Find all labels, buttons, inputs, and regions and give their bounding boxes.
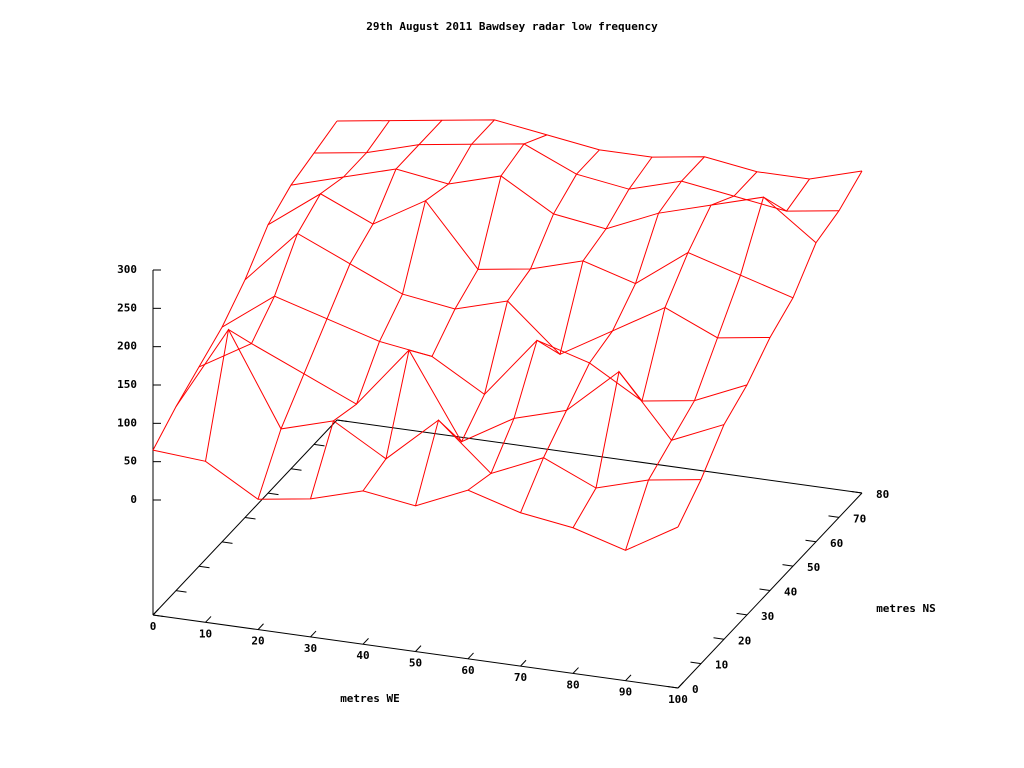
y-tick-label: 10 — [715, 659, 728, 672]
surface-row — [290, 168, 817, 244]
z-tick-label: 0 — [130, 493, 137, 506]
surface-row — [198, 342, 725, 443]
y-tick-label: 70 — [853, 512, 866, 525]
y-tick-label: 60 — [830, 537, 843, 550]
surface-row — [175, 328, 702, 489]
z-tick-label: 250 — [117, 301, 137, 314]
y-tick — [667, 686, 679, 689]
y-tick — [782, 564, 794, 567]
y-tick — [805, 539, 817, 543]
surface-row — [267, 193, 794, 299]
x-tick — [257, 623, 264, 630]
y-tick-label: 30 — [761, 610, 774, 623]
y-tick — [313, 443, 325, 447]
surface-column — [205, 120, 390, 462]
y-tick — [244, 517, 256, 520]
z-tick-label: 150 — [117, 378, 137, 391]
z-tick-label: 300 — [117, 263, 137, 276]
x-tick-label: 40 — [356, 649, 369, 662]
y-tick-label: 80 — [876, 488, 889, 501]
y-tick — [713, 637, 725, 640]
x-tick — [152, 608, 159, 616]
z-tick-label: 50 — [124, 455, 137, 468]
x-tick — [205, 616, 212, 623]
surface-row — [336, 119, 863, 180]
x-tick — [362, 638, 369, 645]
x-tick — [677, 681, 684, 689]
y-tick-label: 40 — [784, 586, 797, 599]
y-tick-label: 50 — [807, 561, 820, 574]
x-tick-label: 20 — [251, 635, 264, 648]
y-tick — [851, 491, 863, 494]
x-tick-label: 60 — [461, 664, 474, 677]
chart-title: 29th August 2011 Bawdsey radar low frequ… — [366, 20, 658, 33]
y-tick — [152, 614, 164, 617]
x-axis-label: metres WE — [340, 692, 400, 705]
x-tick — [415, 645, 422, 652]
z-tick-label: 100 — [117, 416, 137, 429]
x-tick-label: 10 — [199, 627, 212, 640]
surface-row — [152, 449, 679, 551]
x-tick-label: 100 — [668, 693, 688, 706]
surface-column — [415, 149, 600, 506]
x-tick-label: 0 — [150, 620, 157, 633]
y-tick-label: 20 — [738, 634, 751, 647]
surface-column — [310, 119, 495, 500]
surface-column — [362, 134, 548, 492]
surface-column — [677, 170, 863, 528]
surface-column — [572, 171, 758, 528]
y-tick — [267, 492, 279, 496]
x-tick — [625, 674, 632, 682]
surface-column — [257, 119, 443, 500]
y-tick — [175, 590, 187, 593]
surface-row — [244, 232, 771, 355]
y-tick — [828, 515, 840, 518]
x-tick-label: 30 — [304, 642, 317, 655]
surface-column — [467, 156, 653, 491]
x-tick-label: 70 — [514, 671, 527, 684]
x-tick-label: 80 — [566, 678, 579, 691]
y-tick-label: 0 — [692, 683, 699, 696]
z-tick-label: 200 — [117, 340, 137, 353]
base-edge — [336, 419, 863, 494]
y-tick — [221, 541, 233, 544]
y-tick — [759, 588, 771, 591]
x-tick-label: 50 — [409, 657, 422, 670]
x-tick-label: 90 — [619, 686, 632, 699]
x-tick — [310, 630, 317, 638]
surface-column — [520, 156, 705, 513]
x-tick — [520, 659, 527, 667]
y-tick — [736, 612, 748, 616]
y-tick — [198, 565, 210, 569]
surface-column — [625, 178, 810, 551]
x-tick — [572, 667, 579, 674]
y-axis-label: metres NS — [876, 602, 936, 615]
y-tick — [690, 661, 702, 665]
x-tick — [467, 652, 474, 660]
y-tick — [336, 419, 348, 422]
y-tick — [290, 468, 302, 471]
surface-column — [152, 120, 338, 451]
surface-row — [221, 295, 748, 402]
